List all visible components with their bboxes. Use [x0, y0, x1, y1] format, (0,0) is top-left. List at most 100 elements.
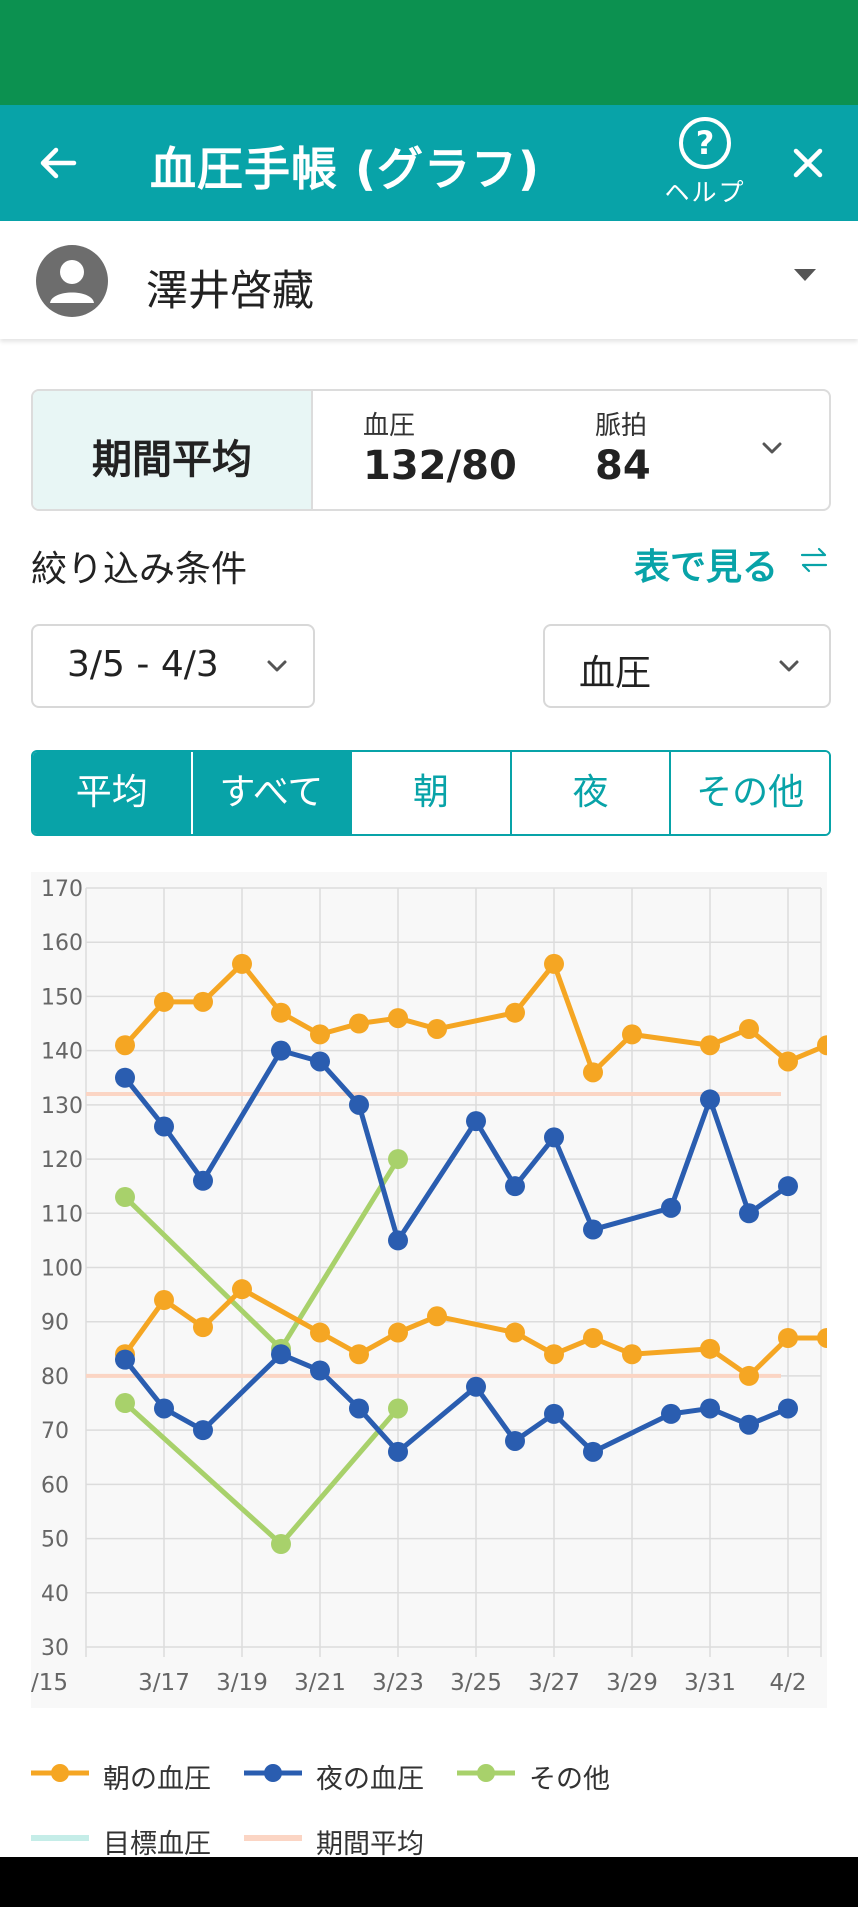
metric-select[interactable]: 血圧 [543, 624, 831, 708]
data-point [583, 1327, 603, 1348]
y-tick-label: 100 [41, 1257, 83, 1282]
data-point [505, 1176, 525, 1197]
x-tick-label: 3/29 [606, 1670, 658, 1696]
data-point [193, 1420, 213, 1441]
data-point [154, 1116, 174, 1137]
page-title: 血圧手帳 (グラフ) [150, 142, 541, 196]
y-tick-label: 120 [41, 1148, 83, 1173]
data-point [154, 1398, 174, 1419]
legend-marker [244, 1764, 302, 1782]
x-tick-label: 3/27 [528, 1670, 580, 1696]
data-point [700, 1338, 720, 1359]
status-bar [0, 0, 858, 105]
chevron-down-icon [267, 660, 287, 672]
data-point [232, 953, 252, 974]
user-name: 澤井啓藏 [146, 266, 315, 315]
chevron-down-icon[interactable] [757, 433, 787, 463]
data-point [583, 1441, 603, 1462]
legend-label: 目標血圧 [103, 1829, 211, 1860]
data-point [778, 1327, 798, 1348]
data-point [271, 1344, 291, 1365]
user-selector[interactable]: 澤井啓藏 [0, 221, 858, 339]
data-point [544, 953, 564, 974]
legend-label: 朝の血圧 [103, 1764, 211, 1795]
data-point [778, 1176, 798, 1197]
data-point [115, 1393, 135, 1414]
data-point [271, 1533, 291, 1554]
y-tick-label: 80 [41, 1365, 69, 1390]
y-tick-label: 130 [41, 1094, 83, 1119]
data-point [739, 1018, 759, 1039]
tab-other[interactable]: その他 [669, 752, 829, 834]
data-point [115, 1067, 135, 1088]
close-icon [793, 148, 823, 178]
bp-label: 血圧 [363, 411, 416, 441]
legend-marker [457, 1764, 515, 1782]
swap-icon[interactable] [798, 544, 830, 576]
date-range-value: 3/5 - 4/3 [67, 644, 219, 685]
y-tick-label: 140 [41, 1040, 83, 1065]
data-point [661, 1197, 681, 1218]
data-point [739, 1203, 759, 1224]
data-point [271, 1002, 291, 1023]
data-point [583, 1219, 603, 1240]
y-tick-label: 70 [41, 1419, 69, 1444]
data-point [622, 1344, 642, 1365]
bp-value: 132/80 [363, 443, 517, 489]
period-average-card[interactable]: 期間平均 血圧 132/80 脈拍 84 [31, 389, 831, 511]
help-icon: ? [679, 117, 731, 169]
series-line [123, 1351, 789, 1455]
legend-marker [31, 1835, 89, 1841]
person-icon [50, 260, 94, 303]
data-point [154, 991, 174, 1012]
data-point [310, 1360, 330, 1381]
data-point [739, 1365, 759, 1386]
tab-average[interactable]: 平均 [33, 752, 191, 834]
series-line [123, 1048, 790, 1243]
chevron-down-icon [779, 660, 799, 672]
y-tick-label: 170 [41, 877, 83, 902]
tab-night[interactable]: 夜 [509, 752, 670, 834]
legend-marker [31, 1764, 89, 1782]
x-tick-label: 3/25 [450, 1670, 502, 1696]
bp-line-chart: 170 160 150 140 130 120 110 100 90 80 70 60 50 40 30/1… [31, 877, 827, 1696]
avatar [36, 245, 108, 317]
data-point [232, 1279, 252, 1300]
data-point [349, 1398, 369, 1419]
tab-all[interactable]: すべて [190, 752, 351, 834]
data-point [505, 1322, 525, 1343]
y-tick-label: 160 [41, 931, 83, 956]
legend-label: その他 [529, 1764, 610, 1795]
pulse-value: 84 [595, 443, 651, 489]
data-point [466, 1111, 486, 1132]
metric-value: 血圧 [579, 653, 652, 694]
time-filter-tabs: 平均 すべて 朝 夜 その他 [31, 750, 831, 836]
close-button[interactable] [786, 141, 830, 185]
data-point [622, 1024, 642, 1045]
y-tick-label: 90 [41, 1311, 69, 1336]
data-point [544, 1127, 564, 1148]
data-point [544, 1403, 564, 1424]
legend-label: 夜の血圧 [316, 1764, 424, 1795]
help-button[interactable]: ? ヘルプ [655, 117, 755, 212]
data-point [310, 1024, 330, 1045]
date-range-select[interactable]: 3/5 - 4/3 [31, 624, 315, 708]
data-point [271, 1040, 291, 1061]
data-point [700, 1035, 720, 1056]
tab-morning[interactable]: 朝 [350, 752, 510, 834]
x-tick-label: /15 [31, 1670, 68, 1696]
data-point [505, 1002, 525, 1023]
data-point [349, 1094, 369, 1115]
data-point [544, 1344, 564, 1365]
data-point [778, 1051, 798, 1072]
x-tick-label: 4/2 [769, 1670, 806, 1696]
period-average-header: 期間平均 [33, 391, 313, 509]
back-button[interactable] [30, 135, 86, 191]
dropdown-arrow-icon[interactable] [794, 269, 816, 281]
data-point [427, 1306, 447, 1327]
help-label: ヘルプ [664, 178, 746, 207]
data-point [349, 1344, 369, 1365]
view-as-table-link[interactable]: 表で見る [634, 547, 779, 588]
data-point [778, 1398, 798, 1419]
y-tick-label: 30 [41, 1636, 69, 1661]
